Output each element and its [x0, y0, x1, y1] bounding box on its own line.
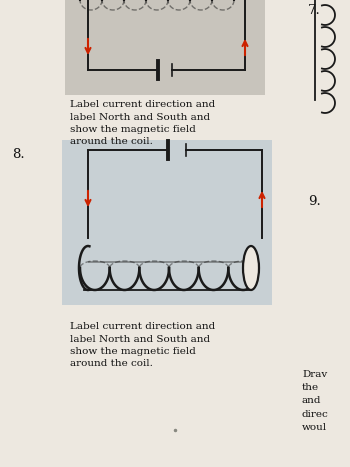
Bar	[62, 140, 272, 305]
Text: 7.: 7.	[308, 4, 321, 17]
Text: Label current direction and
label North and South and
show the magnetic field
ar: Label current direction and label North …	[70, 322, 215, 368]
Text: 9.: 9.	[308, 195, 321, 208]
Ellipse shape	[243, 246, 259, 290]
Text: 8.: 8.	[12, 148, 24, 161]
Text: Drav
the
and
direc
woul: Drav the and direc woul	[302, 370, 329, 432]
Bar	[65, 0, 265, 95]
Text: Label current direction and
label North and South and
show the magnetic field
ar: Label current direction and label North …	[70, 100, 215, 147]
